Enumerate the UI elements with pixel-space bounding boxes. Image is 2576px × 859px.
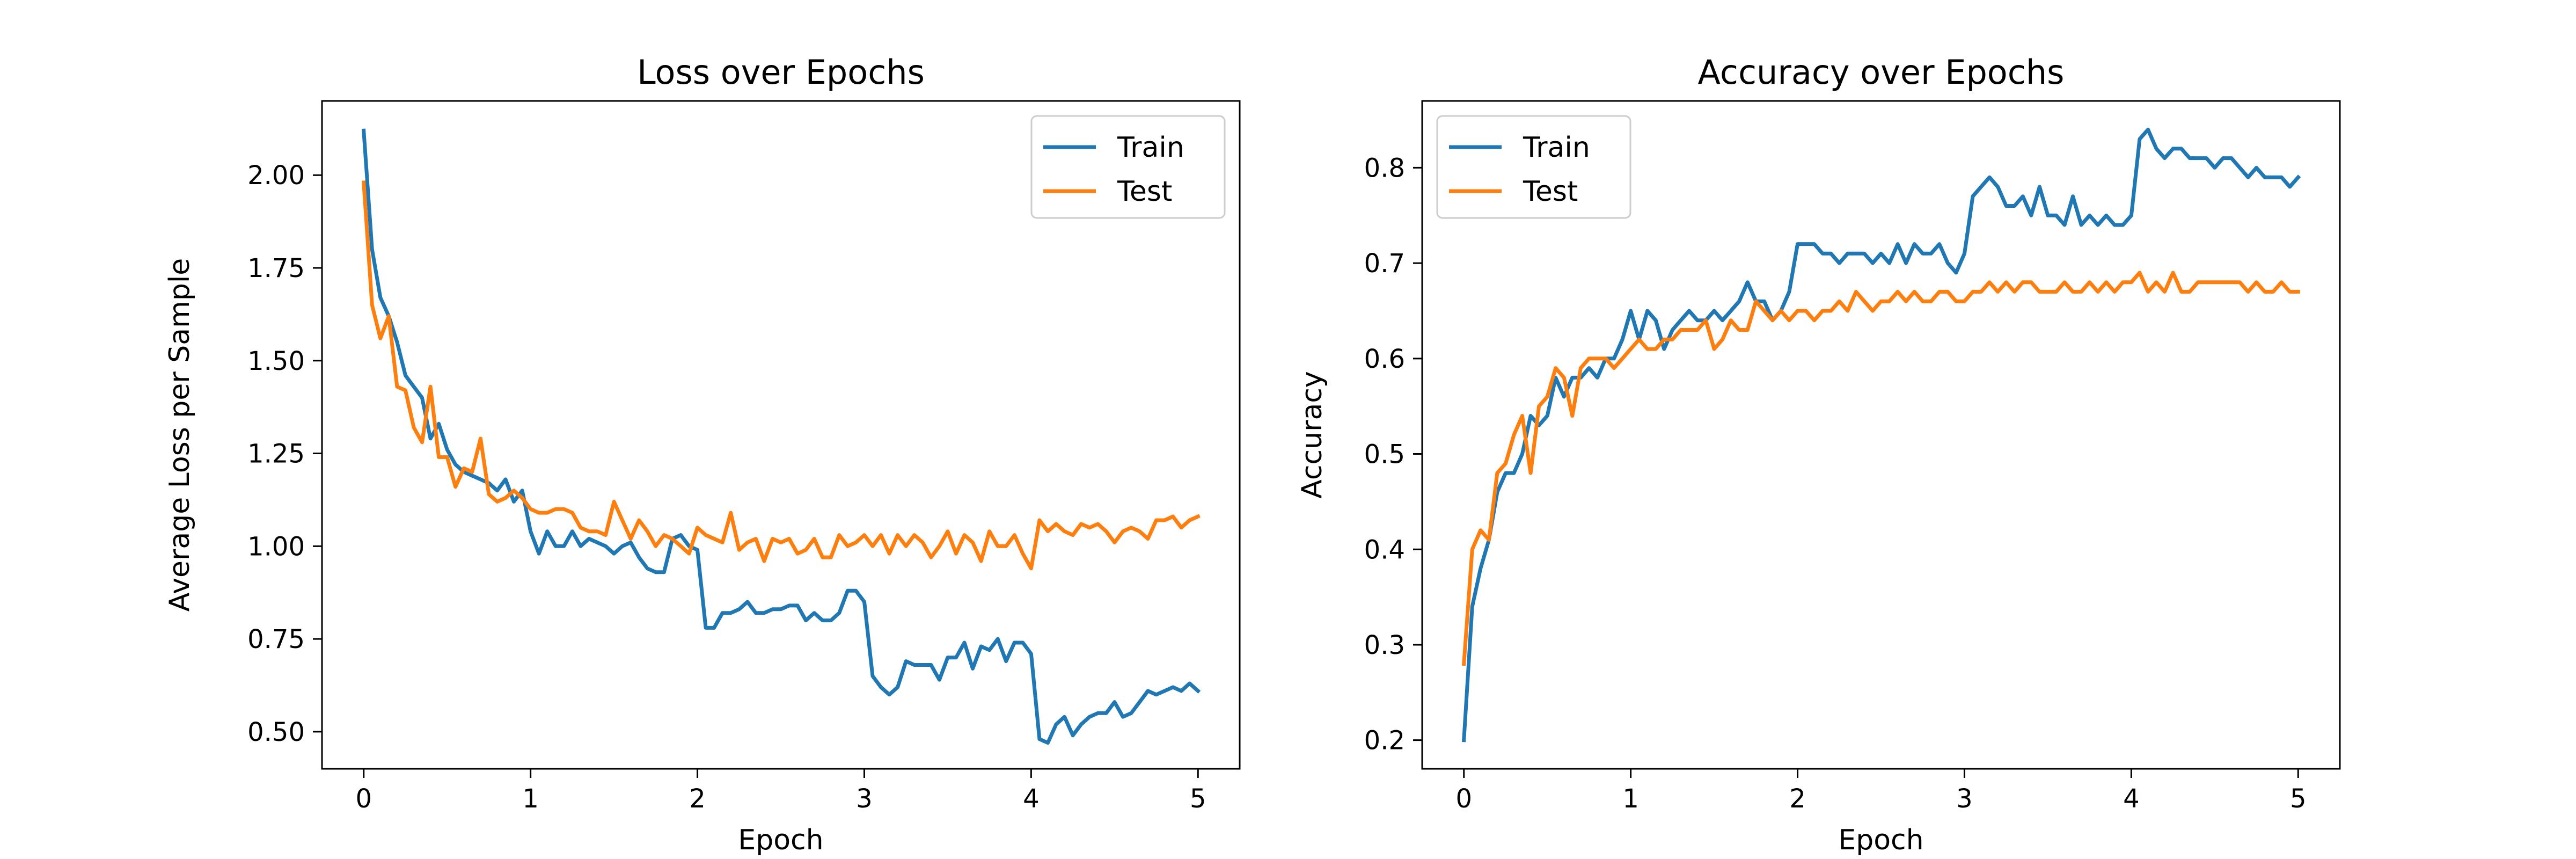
loss-x-axis-label: Epoch [738,824,823,856]
accuracy-y-tick-label: 0.7 [1364,249,1405,279]
loss-series-line-test [361,180,1201,571]
loss-legend: Train Test [1030,115,1226,219]
loss-axes-frame [321,100,1241,770]
accuracy-legend: Train Test [1436,115,1631,219]
loss-x-tick-label: 4 [1023,784,1040,814]
loss-y-tick-label: 1.25 [247,439,305,469]
accuracy-x-tick-label: 4 [2123,784,2140,814]
accuracy-legend-label-train: Train [1523,132,1590,164]
loss-chart-title: Loss over Epochs [637,53,925,92]
loss-x-tick-label: 0 [355,784,372,814]
loss-y-tick-label: 1.75 [247,253,305,283]
loss-y-tick-label: 0.75 [247,624,305,654]
accuracy-legend-label-test: Test [1523,176,1578,208]
loss-x-tick-label: 1 [522,784,539,814]
accuracy-y-tick-label: 0.6 [1364,344,1405,374]
accuracy-lines [1461,127,2301,742]
accuracy-series-line-train [1461,127,2301,742]
loss-x-tick-label: 2 [689,784,706,814]
accuracy-x-tick-label: 1 [1622,784,1639,814]
loss-legend-label-train: Train [1117,132,1184,164]
accuracy-chart: 0 1 2 3 4 5 0.2 0.3 0.4 0.5 0.6 0.7 0.8 Accuracy over… [1296,53,2341,856]
accuracy-y-tick-label: 0.8 [1364,153,1405,183]
accuracy-axes-frame [1421,100,2341,770]
loss-y-tick-label: 1.50 [247,346,305,376]
accuracy-y-tick-label: 0.4 [1364,535,1405,565]
accuracy-x-tick-label: 0 [1455,784,1472,814]
accuracy-series-line-test [1461,271,2300,666]
loss-y-tick-label: 1.00 [247,532,305,562]
accuracy-x-tick-label: 3 [1956,784,1973,814]
loss-series-line-train [361,128,1201,745]
loss-x-tick-label: 5 [1190,784,1206,814]
loss-x-tick-label: 3 [856,784,873,814]
accuracy-y-tick-label: 0.2 [1364,726,1405,756]
loss-y-tick-label: 2.00 [247,161,305,191]
accuracy-x-axis-label: Epoch [1838,824,1923,856]
accuracy-y-axis-label: Accuracy [1296,371,1328,498]
accuracy-y-tick-label: 0.5 [1364,440,1405,470]
loss-legend-label-test: Test [1117,176,1172,208]
loss-y-axis-label: Average Loss per Sample [164,258,196,612]
loss-lines [361,128,1201,745]
loss-y-tick-label: 0.50 [247,717,305,747]
accuracy-x-tick-label: 2 [1789,784,1806,814]
accuracy-x-tick-label: 5 [2290,784,2307,814]
loss-chart: 0 1 2 3 4 5 0.50 0.75 1.00 1.25 1.50 1.75 2.00 Loss o… [164,53,1241,856]
accuracy-y-tick-label: 0.3 [1364,630,1405,660]
accuracy-chart-title: Accuracy over Epochs [1698,53,2065,92]
